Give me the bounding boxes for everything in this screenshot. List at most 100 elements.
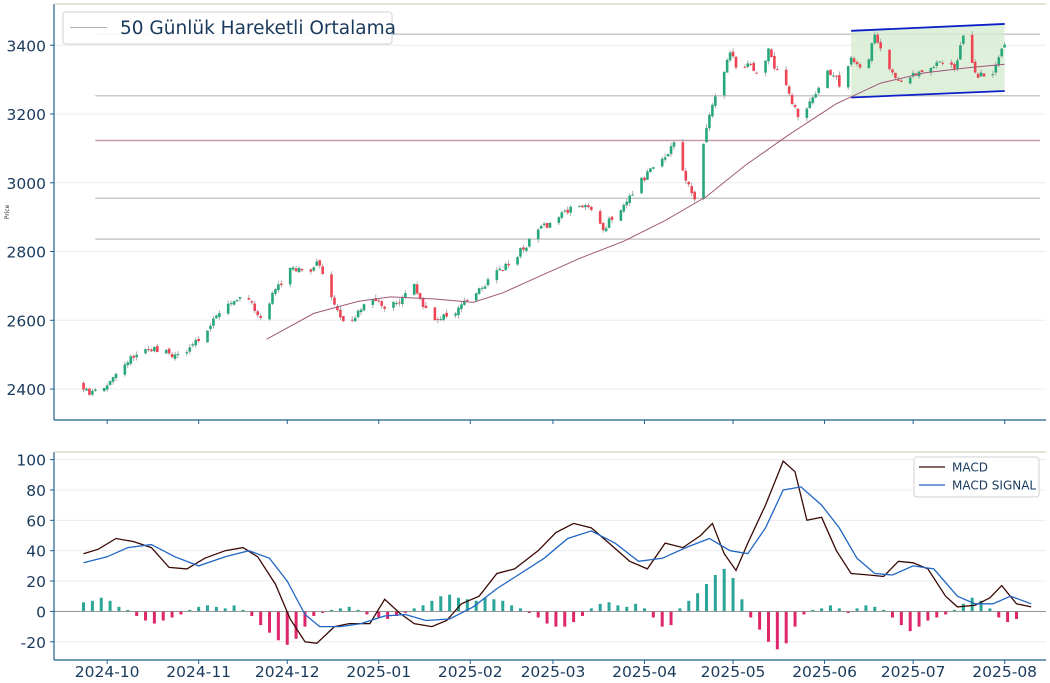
candle-up <box>548 222 552 228</box>
candle-down <box>852 58 856 63</box>
histogram-bar-negative <box>144 611 148 621</box>
candle-up <box>584 205 587 208</box>
candle-down <box>950 62 953 65</box>
candle-up <box>708 114 711 129</box>
channel-lower-line <box>851 90 1005 99</box>
candle-down <box>415 284 419 294</box>
histogram-bar-negative <box>250 611 254 616</box>
candle-up <box>442 314 446 320</box>
histogram-bar-positive <box>740 599 744 612</box>
candle-up <box>1000 48 1004 57</box>
histogram-bar-negative <box>580 611 584 616</box>
date-x-tick-label: 2025-04 <box>612 663 677 681</box>
histogram-bar-positive <box>347 606 351 612</box>
candle-up <box>640 177 643 194</box>
candle-down <box>731 51 735 57</box>
histogram-bar-positive <box>330 609 334 612</box>
candle-down <box>784 69 788 86</box>
histogram-bar-positive <box>197 606 201 612</box>
price-legend: 50 Günlük Hareketli Ortalama <box>62 11 396 45</box>
candle-down <box>693 191 696 200</box>
histogram-bar-positive <box>873 606 877 612</box>
histogram-bar-positive <box>713 574 717 612</box>
candle-down <box>339 309 342 318</box>
histogram-bar-negative <box>276 611 280 641</box>
candle-up <box>932 66 936 68</box>
candle-up <box>722 71 726 96</box>
candle-down <box>82 382 85 390</box>
candle-up <box>991 74 995 76</box>
histogram-bar-positive <box>625 606 629 612</box>
histogram-bar-positive <box>687 600 691 612</box>
candle-down <box>749 63 753 65</box>
histogram-bar-negative <box>846 611 850 613</box>
candle-down <box>587 205 590 208</box>
histogram-bar-positive <box>430 600 434 612</box>
price-axes <box>53 3 1046 424</box>
candle-up <box>226 303 230 314</box>
candle-up <box>560 212 564 218</box>
date-x-ticks: 2024-10 2024-11 2024-12 2025-01 2025-02 2025-… <box>75 660 1037 681</box>
candle-up <box>811 97 815 104</box>
candle-down <box>445 312 448 317</box>
signal-legend-label: MACD SIGNAL <box>952 479 1036 493</box>
candle-up <box>714 96 717 106</box>
candle-up <box>849 57 853 65</box>
candle-up <box>392 302 395 308</box>
histogram-bar-positive <box>501 600 505 612</box>
candle-up <box>669 146 673 154</box>
candle-down <box>377 300 381 302</box>
candle-down <box>436 319 440 321</box>
price-y-tick-label: 3200 <box>7 106 46 124</box>
candle-up <box>805 108 809 118</box>
price-y-tick-label: 3000 <box>7 175 46 193</box>
candle-up <box>188 347 192 352</box>
candle-down <box>879 42 882 49</box>
histogram-bar-negative <box>545 611 549 624</box>
price-y-tick-label: 2400 <box>7 381 46 399</box>
macd-y-tick-label: 100 <box>16 452 46 470</box>
price-channel <box>851 23 1005 99</box>
date-x-tick-label: 2025-06 <box>792 663 857 681</box>
candle-up <box>498 268 502 271</box>
histogram-bar-positive <box>970 597 974 612</box>
histogram-bar-negative <box>161 611 165 621</box>
candle-down <box>330 274 333 298</box>
candle-up <box>994 64 998 73</box>
candle-down <box>643 177 646 181</box>
candle-up <box>359 309 363 313</box>
candle-down <box>690 186 694 194</box>
candle-up <box>652 167 655 169</box>
histogram-bar-negative <box>152 611 156 624</box>
candle-up <box>483 286 487 289</box>
candle-up <box>477 288 481 294</box>
candle-up <box>412 283 416 295</box>
candle-up <box>628 195 632 203</box>
candle-up <box>291 267 295 270</box>
candle-down <box>953 63 956 70</box>
candle-down <box>280 283 283 286</box>
histogram-bar-positive <box>988 608 992 612</box>
candle-up <box>563 210 567 212</box>
candle-up <box>229 303 233 305</box>
histogram-bar-negative <box>908 611 912 632</box>
candle-up <box>238 297 242 299</box>
histogram-bar-positive <box>448 594 452 612</box>
histogram-bar-positive <box>456 597 460 612</box>
candle-up <box>935 62 939 67</box>
candle-up <box>108 380 112 385</box>
histogram-bar-positive <box>241 609 245 612</box>
histogram-bar-positive <box>465 599 469 612</box>
candle-down <box>167 348 171 354</box>
candle-up <box>486 279 490 286</box>
candle-up <box>817 87 820 93</box>
date-x-tick-label: 2025-02 <box>438 663 503 681</box>
candle-up <box>516 257 519 265</box>
candle-up <box>153 346 156 352</box>
histogram-bar-positive <box>811 609 815 612</box>
candle-down <box>259 315 262 318</box>
candle-down <box>333 297 336 305</box>
candle-up <box>764 60 767 73</box>
candle-up <box>185 352 189 354</box>
